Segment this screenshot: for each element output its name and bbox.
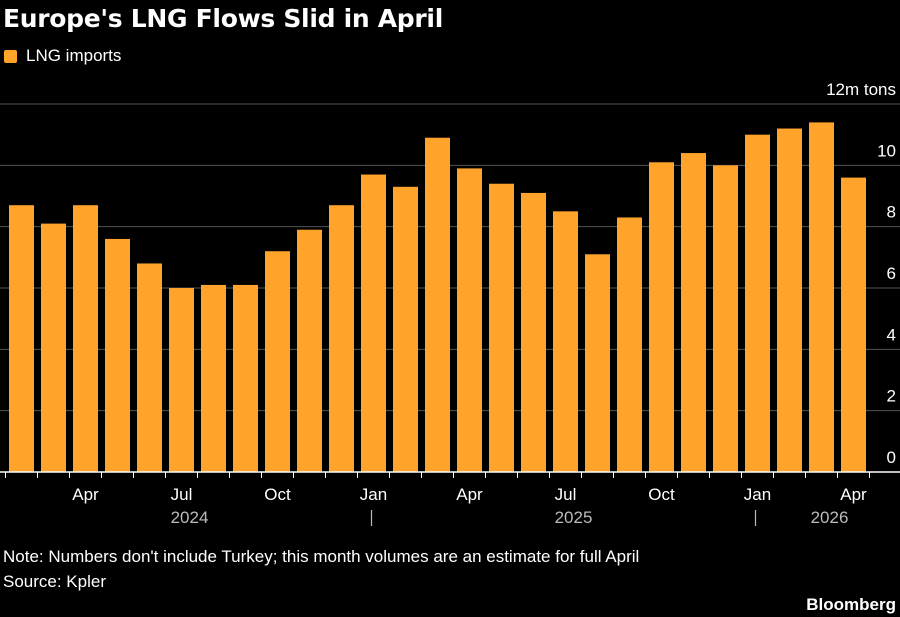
year-label: 2025	[555, 508, 593, 527]
year-label: 2026	[811, 508, 849, 527]
chart-source: Source: Kpler	[3, 572, 106, 591]
bar	[329, 205, 354, 472]
bar	[457, 168, 482, 472]
bar	[201, 284, 226, 472]
bar	[713, 165, 738, 473]
y-tick-label: 6	[887, 264, 896, 283]
bar	[297, 229, 322, 472]
legend-label: LNG imports	[26, 46, 122, 65]
bar	[233, 284, 258, 472]
x-tick-label: Jan	[744, 485, 771, 504]
bar	[617, 217, 642, 472]
bar	[521, 192, 546, 472]
year-label: 2024	[171, 508, 209, 527]
y-tick-label: 8	[887, 203, 896, 222]
bar	[169, 288, 194, 472]
bar	[681, 153, 706, 473]
x-tick-label: Oct	[264, 485, 291, 504]
bar	[393, 186, 418, 473]
bar	[649, 162, 674, 472]
bloomberg-logo-text: Bloomberg	[806, 595, 896, 614]
y-tick-label: 10	[877, 141, 896, 160]
bar	[841, 177, 866, 472]
bar	[105, 238, 130, 472]
bar	[745, 134, 770, 472]
bar	[265, 251, 290, 472]
bar	[9, 205, 34, 472]
x-tick-label: Apr	[456, 485, 483, 504]
bar	[425, 137, 450, 472]
y-tick-label: 4	[887, 325, 896, 344]
y-axis-unit-label: 12m tons	[826, 80, 896, 99]
legend: LNG imports	[4, 46, 121, 66]
x-tick-label: Apr	[72, 485, 99, 504]
y-tick-label: 2	[887, 387, 896, 406]
bar	[137, 263, 162, 472]
x-tick-label: Jul	[171, 485, 193, 504]
chart-title: Europe's LNG Flows Slid in April	[3, 4, 443, 33]
bar	[73, 205, 98, 472]
chart-note: Note: Numbers don't include Turkey; this…	[3, 547, 640, 566]
bar	[553, 211, 578, 473]
x-tick-label: Oct	[648, 485, 675, 504]
bar	[361, 174, 386, 473]
bar	[809, 122, 834, 473]
x-tick-label: Jul	[555, 485, 577, 504]
y-tick-label: 0	[887, 448, 896, 467]
bar	[41, 223, 66, 472]
bar	[489, 183, 514, 472]
legend-swatch	[4, 49, 17, 63]
bar-chart: 0 2 4 6 8 10 Apr Jul Oct Jan Apr Jul Oct Jan Apr 2024 20…	[0, 103, 900, 527]
bar	[585, 254, 610, 472]
x-tick-label: Apr	[840, 485, 867, 504]
x-tick-label: Jan	[360, 485, 387, 504]
bar	[777, 128, 802, 473]
